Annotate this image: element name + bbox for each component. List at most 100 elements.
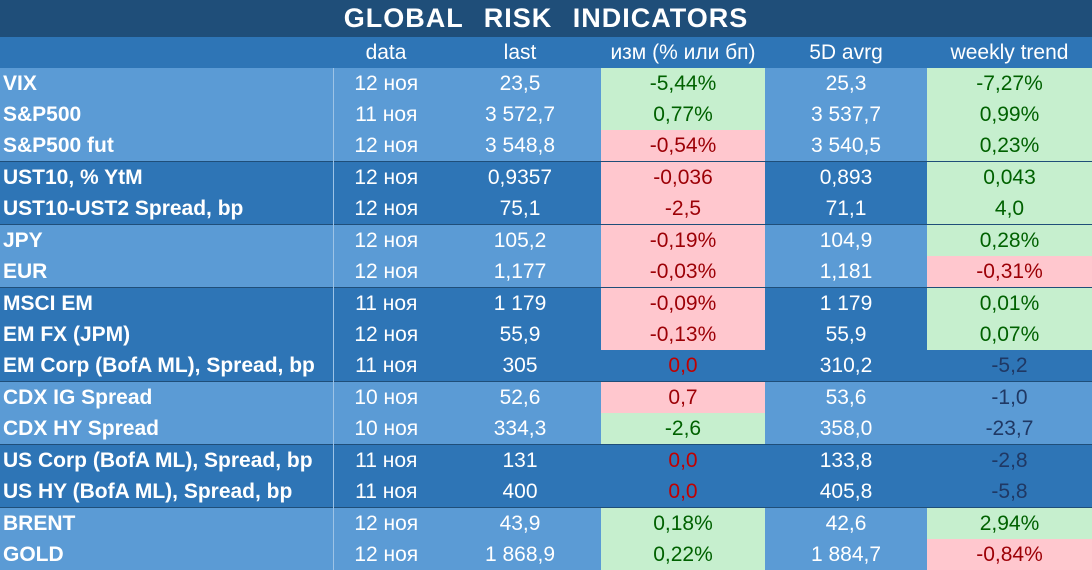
indicator-name: S&P500 [0, 99, 334, 130]
indicator-name: S&P500 fut [0, 130, 334, 162]
indicator-name: US HY (BofA ML), Spread, bp [0, 476, 334, 508]
table-row: S&P500 11 ноя 3 572,7 0,77% 3 537,7 0,99% [0, 99, 1092, 130]
header-weekly-trend: weekly trend [927, 37, 1092, 68]
five-day-avg-cell: 3 537,7 [765, 99, 927, 130]
date-cell: 12 ноя [333, 193, 439, 225]
indicator-name: VIX [0, 68, 334, 99]
header-last: last [439, 37, 601, 68]
five-day-avg-cell: 1 179 [765, 287, 927, 319]
indicator-name: EM Corp (BofA ML), Spread, bp [0, 350, 334, 382]
change-cell: 0,0 [601, 444, 765, 476]
indicator-name: GOLD [0, 539, 334, 570]
change-cell: 0,18% [601, 507, 765, 539]
weekly-trend-cell: -1,0 [927, 381, 1092, 413]
table-row: GOLD 12 ноя 1 868,9 0,22% 1 884,7 -0,84% [0, 539, 1092, 570]
date-cell: 12 ноя [333, 507, 439, 539]
date-cell: 11 ноя [333, 444, 439, 476]
table-row: EM FX (JPM) 12 ноя 55,9 -0,13% 55,9 0,07% [0, 319, 1092, 350]
weekly-trend-cell: -5,2 [927, 350, 1092, 382]
header-name [0, 37, 333, 68]
last-value-cell: 305 [439, 350, 601, 382]
change-cell: -0,036 [601, 161, 765, 193]
weekly-trend-cell: 0,28% [927, 224, 1092, 256]
date-cell: 12 ноя [333, 68, 439, 99]
change-cell: -0,54% [601, 130, 765, 162]
date-cell: 10 ноя [333, 413, 439, 445]
header-date: data [333, 37, 439, 68]
date-cell: 12 ноя [333, 161, 439, 193]
date-cell: 11 ноя [333, 287, 439, 319]
change-cell: -0,13% [601, 319, 765, 350]
change-cell: -0,03% [601, 256, 765, 288]
last-value-cell: 1 868,9 [439, 539, 601, 570]
five-day-avg-cell: 42,6 [765, 507, 927, 539]
table-row: US HY (BofA ML), Spread, bp 11 ноя 400 0,0 4… [0, 476, 1092, 508]
five-day-avg-cell: 405,8 [765, 476, 927, 508]
last-value-cell: 105,2 [439, 224, 601, 256]
five-day-avg-cell: 71,1 [765, 193, 927, 225]
weekly-trend-cell: -2,8 [927, 444, 1092, 476]
table-row: VIX 12 ноя 23,5 -5,44% 25,3 -7,27% [0, 68, 1092, 99]
table-row: US Corp (BofA ML), Spread, bp 11 ноя 131 0,… [0, 444, 1092, 476]
indicator-name: CDX IG Spread [0, 381, 334, 413]
date-cell: 12 ноя [333, 256, 439, 288]
table-row: EM Corp (BofA ML), Spread, bp 11 ноя 305 0,… [0, 350, 1092, 382]
weekly-trend-cell: -0,84% [927, 539, 1092, 570]
last-value-cell: 55,9 [439, 319, 601, 350]
table-row: BRENT 12 ноя 43,9 0,18% 42,6 2,94% [0, 507, 1092, 539]
date-cell: 12 ноя [333, 130, 439, 162]
risk-indicators-table: data last изм (% или бп) 5D avrg weekly … [0, 37, 1092, 570]
page-title: GLOBAL RISK INDICATORS [0, 0, 1092, 37]
last-value-cell: 75,1 [439, 193, 601, 225]
date-cell: 10 ноя [333, 381, 439, 413]
last-value-cell: 334,3 [439, 413, 601, 445]
date-cell: 11 ноя [333, 350, 439, 382]
date-cell: 12 ноя [333, 539, 439, 570]
five-day-avg-cell: 55,9 [765, 319, 927, 350]
change-cell: 0,77% [601, 99, 765, 130]
table-row: JPY 12 ноя 105,2 -0,19% 104,9 0,28% [0, 224, 1092, 256]
change-cell: -2,5 [601, 193, 765, 225]
five-day-avg-cell: 1,181 [765, 256, 927, 288]
change-cell: 0,0 [601, 476, 765, 508]
change-cell: -2,6 [601, 413, 765, 445]
table-row: CDX HY Spread 10 ноя 334,3 -2,6 358,0 -23,7 [0, 413, 1092, 445]
weekly-trend-cell: -0,31% [927, 256, 1092, 288]
indicator-name: JPY [0, 224, 334, 256]
last-value-cell: 400 [439, 476, 601, 508]
change-cell: -5,44% [601, 68, 765, 99]
indicator-name: CDX HY Spread [0, 413, 334, 445]
last-value-cell: 3 572,7 [439, 99, 601, 130]
weekly-trend-cell: 0,07% [927, 319, 1092, 350]
last-value-cell: 43,9 [439, 507, 601, 539]
indicator-name: BRENT [0, 507, 334, 539]
indicator-name: MSCI EM [0, 287, 334, 319]
weekly-trend-cell: -7,27% [927, 68, 1092, 99]
indicator-name: UST10, % YtM [0, 161, 334, 193]
last-value-cell: 52,6 [439, 381, 601, 413]
weekly-trend-cell: 2,94% [927, 507, 1092, 539]
five-day-avg-cell: 0,893 [765, 161, 927, 193]
last-value-cell: 3 548,8 [439, 130, 601, 162]
indicator-name: EUR [0, 256, 334, 288]
weekly-trend-cell: 0,99% [927, 99, 1092, 130]
date-cell: 12 ноя [333, 224, 439, 256]
five-day-avg-cell: 1 884,7 [765, 539, 927, 570]
change-cell: 0,22% [601, 539, 765, 570]
change-cell: 0,0 [601, 350, 765, 382]
last-value-cell: 131 [439, 444, 601, 476]
table-row: UST10-UST2 Spread, bp 12 ноя 75,1 -2,5 71,1 4… [0, 193, 1092, 225]
weekly-trend-cell: 4,0 [927, 193, 1092, 225]
table-row: CDX IG Spread 10 ноя 52,6 0,7 53,6 -1,0 [0, 381, 1092, 413]
table-row: UST10, % YtM 12 ноя 0,9357 -0,036 0,893 0,043 [0, 161, 1092, 193]
table-row: S&P500 fut 12 ноя 3 548,8 -0,54% 3 540,5 0,23… [0, 130, 1092, 162]
last-value-cell: 0,9357 [439, 161, 601, 193]
indicator-name: UST10-UST2 Spread, bp [0, 193, 334, 225]
weekly-trend-cell: 0,01% [927, 287, 1092, 319]
last-value-cell: 1 179 [439, 287, 601, 319]
date-cell: 11 ноя [333, 476, 439, 508]
header-5d-avg: 5D avrg [765, 37, 927, 68]
date-cell: 11 ноя [333, 99, 439, 130]
last-value-cell: 1,177 [439, 256, 601, 288]
five-day-avg-cell: 3 540,5 [765, 130, 927, 162]
